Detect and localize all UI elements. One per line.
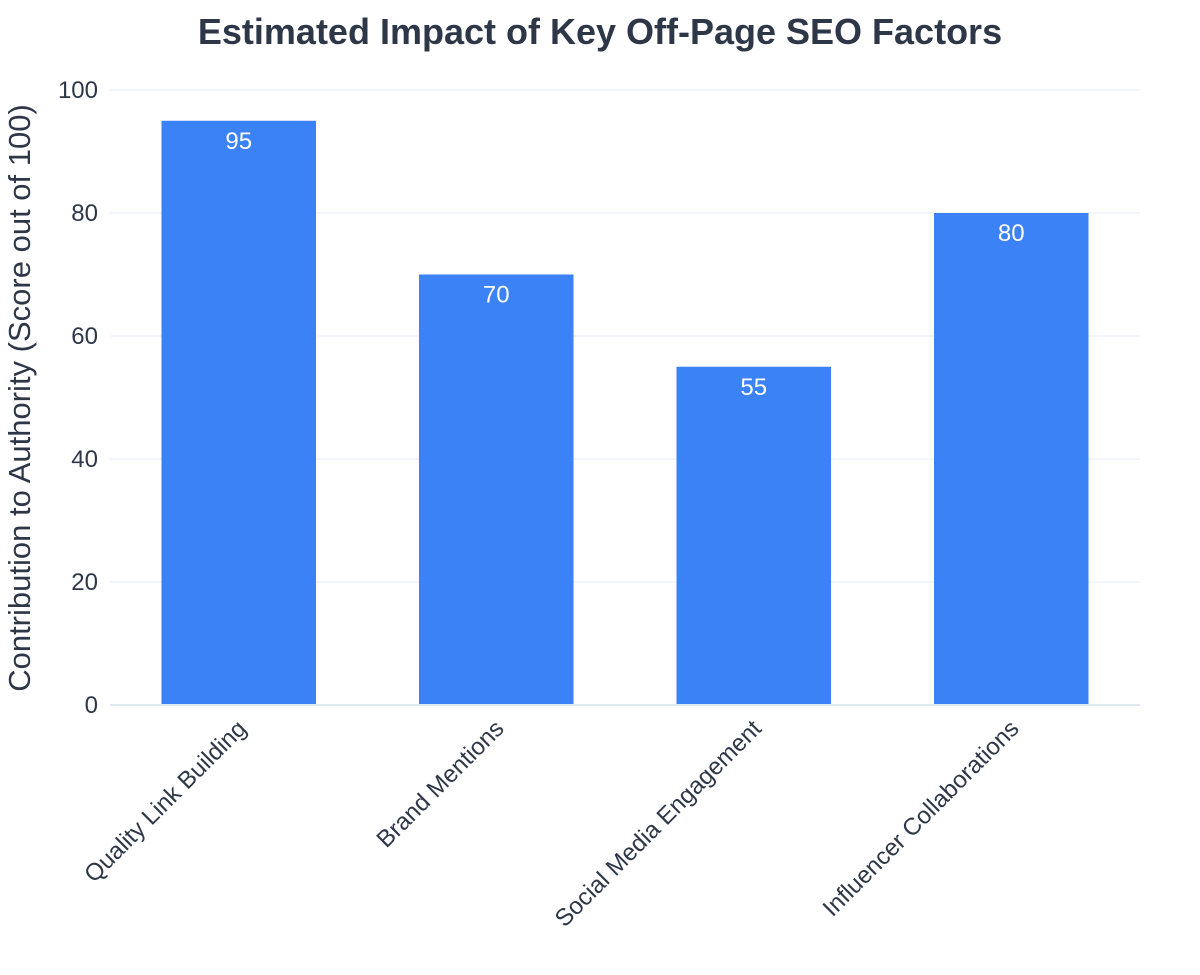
bar-value-label: 70 bbox=[483, 282, 510, 309]
bar-value-label: 80 bbox=[998, 220, 1025, 247]
y-axis-ticks: 0 20 40 60 80 100 bbox=[58, 77, 98, 719]
bar-value-label: 95 bbox=[225, 128, 252, 155]
y-axis-title: Contribution to Authority (Score out of … bbox=[2, 104, 37, 692]
y-tick-label: 100 bbox=[58, 77, 98, 104]
data-labels: 95 70 55 80 bbox=[225, 128, 1024, 401]
x-category-label: Social Media Engagement bbox=[550, 715, 767, 932]
x-axis-category-labels: Quality Link Building Brand Mentions Socia… bbox=[79, 715, 1024, 932]
x-category-label: Quality Link Building bbox=[79, 715, 252, 888]
bar-value-label: 55 bbox=[740, 374, 767, 401]
chart-title: Estimated Impact of Key Off-Page SEO Fac… bbox=[198, 11, 1002, 52]
bar bbox=[676, 366, 831, 705]
y-tick-label: 20 bbox=[71, 569, 98, 596]
y-tick-label: 40 bbox=[71, 446, 98, 473]
bars bbox=[161, 120, 1089, 705]
y-tick-label: 80 bbox=[71, 200, 98, 227]
bar bbox=[934, 213, 1089, 705]
y-tick-label: 60 bbox=[71, 323, 98, 350]
x-category-label: Brand Mentions bbox=[372, 715, 510, 853]
bar bbox=[161, 120, 316, 705]
bar bbox=[419, 274, 574, 705]
x-category-label: Influencer Collaborations bbox=[818, 715, 1025, 922]
y-tick-label: 0 bbox=[85, 692, 98, 719]
